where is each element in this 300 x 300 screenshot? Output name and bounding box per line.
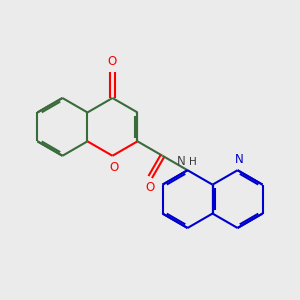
Text: N: N <box>176 155 185 168</box>
Text: N: N <box>235 153 243 166</box>
Text: H: H <box>189 157 197 167</box>
Text: O: O <box>108 55 117 68</box>
Text: O: O <box>109 161 119 174</box>
Text: O: O <box>146 182 155 194</box>
